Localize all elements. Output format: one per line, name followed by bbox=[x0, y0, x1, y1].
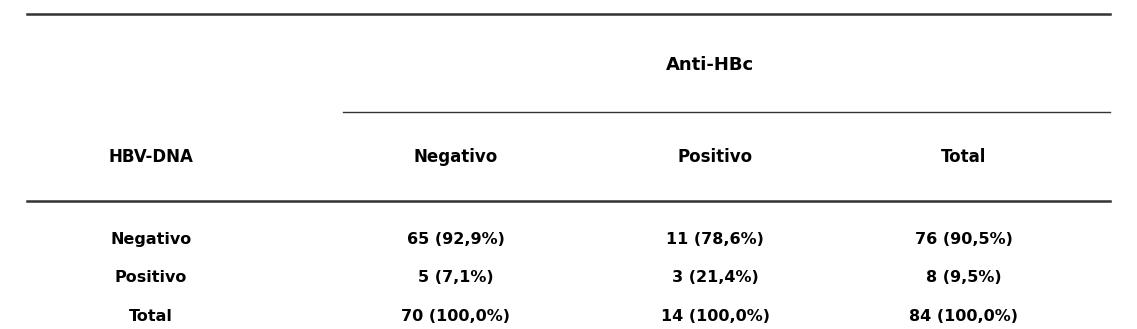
Text: Positivo: Positivo bbox=[115, 270, 188, 285]
Text: Anti-HBc: Anti-HBc bbox=[665, 56, 754, 74]
Text: 3 (21,4%): 3 (21,4%) bbox=[672, 270, 758, 285]
Text: Total: Total bbox=[940, 148, 986, 166]
Text: Negativo: Negativo bbox=[110, 232, 191, 247]
Text: Negativo: Negativo bbox=[414, 148, 498, 166]
Text: 76 (90,5%): 76 (90,5%) bbox=[914, 232, 1012, 247]
Text: 8 (9,5%): 8 (9,5%) bbox=[926, 270, 1002, 285]
Text: 11 (78,6%): 11 (78,6%) bbox=[666, 232, 764, 247]
Text: 70 (100,0%): 70 (100,0%) bbox=[401, 309, 511, 323]
Text: 14 (100,0%): 14 (100,0%) bbox=[661, 309, 770, 323]
Text: 5 (7,1%): 5 (7,1%) bbox=[417, 270, 493, 285]
Text: 65 (92,9%): 65 (92,9%) bbox=[407, 232, 505, 247]
Text: 84 (100,0%): 84 (100,0%) bbox=[910, 309, 1018, 323]
Text: Total: Total bbox=[128, 309, 173, 323]
Text: HBV-DNA: HBV-DNA bbox=[108, 148, 193, 166]
Text: Positivo: Positivo bbox=[678, 148, 753, 166]
